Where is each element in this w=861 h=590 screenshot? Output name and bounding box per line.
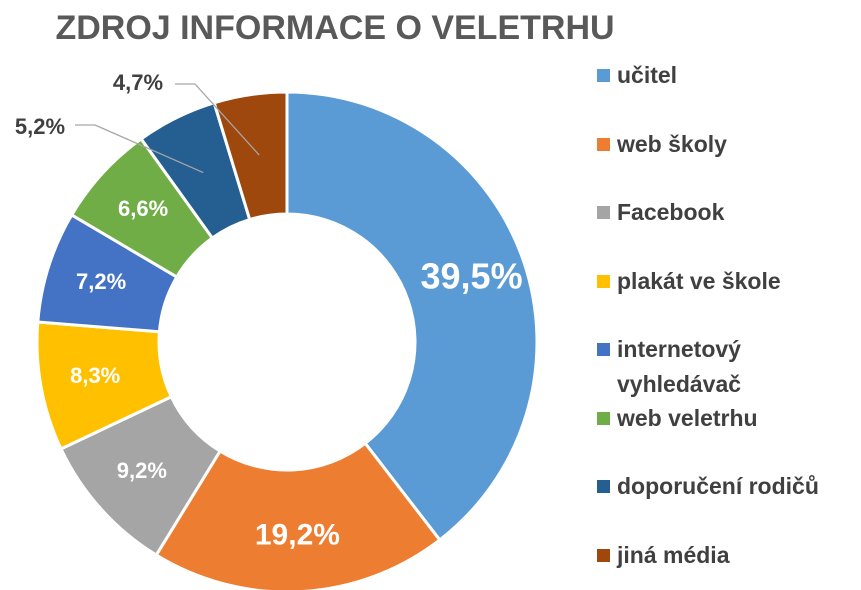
data-label: 9,2% xyxy=(117,458,167,483)
donut-slice xyxy=(154,441,442,590)
legend-item: jiná média xyxy=(597,538,852,573)
legend-item: doporučení rodičů xyxy=(597,469,852,504)
legend-swatch xyxy=(597,343,610,356)
legend-item: internetový vyhledávač xyxy=(597,332,852,402)
legend-item: plakát ve škole xyxy=(597,264,852,299)
donut-slice xyxy=(285,90,539,543)
legend-label: web školy xyxy=(617,130,727,157)
legend-swatch xyxy=(597,548,610,562)
data-label: 39,5% xyxy=(421,256,523,297)
legend-label: internetový vyhledávač xyxy=(617,336,742,397)
data-label: 7,2% xyxy=(76,269,126,294)
legend-label: plakát ve škole xyxy=(617,267,781,294)
legend-item: web veletrhu xyxy=(597,401,852,436)
data-label: 4,7% xyxy=(113,70,163,95)
leader-line xyxy=(175,83,260,156)
leader-line xyxy=(75,124,204,174)
legend-swatch xyxy=(597,480,610,493)
chart-title: ZDROJ INFORMACE O VELETRHU xyxy=(55,9,614,47)
data-label: 5,2% xyxy=(15,114,65,139)
legend-item: učitel xyxy=(597,58,852,93)
legend-item: Facebook xyxy=(597,195,852,230)
data-label: 8,3% xyxy=(70,363,120,388)
legend-swatch xyxy=(597,411,610,425)
data-label: 6,6% xyxy=(118,196,168,221)
donut-slice xyxy=(212,90,289,222)
data-label: 19,2% xyxy=(255,519,340,552)
legend-swatch xyxy=(597,274,610,288)
legend-label: učitel xyxy=(617,62,678,88)
legend-label: jiná média xyxy=(617,541,730,568)
legend-swatch xyxy=(597,137,610,151)
legend-label: Facebook xyxy=(617,199,725,225)
legend-label: web veletrhu xyxy=(617,404,758,431)
legend-swatch xyxy=(597,69,610,82)
legend-item: web školy xyxy=(597,127,852,162)
legend-label: doporučení rodičů xyxy=(617,473,819,499)
legend-swatch xyxy=(597,206,610,219)
